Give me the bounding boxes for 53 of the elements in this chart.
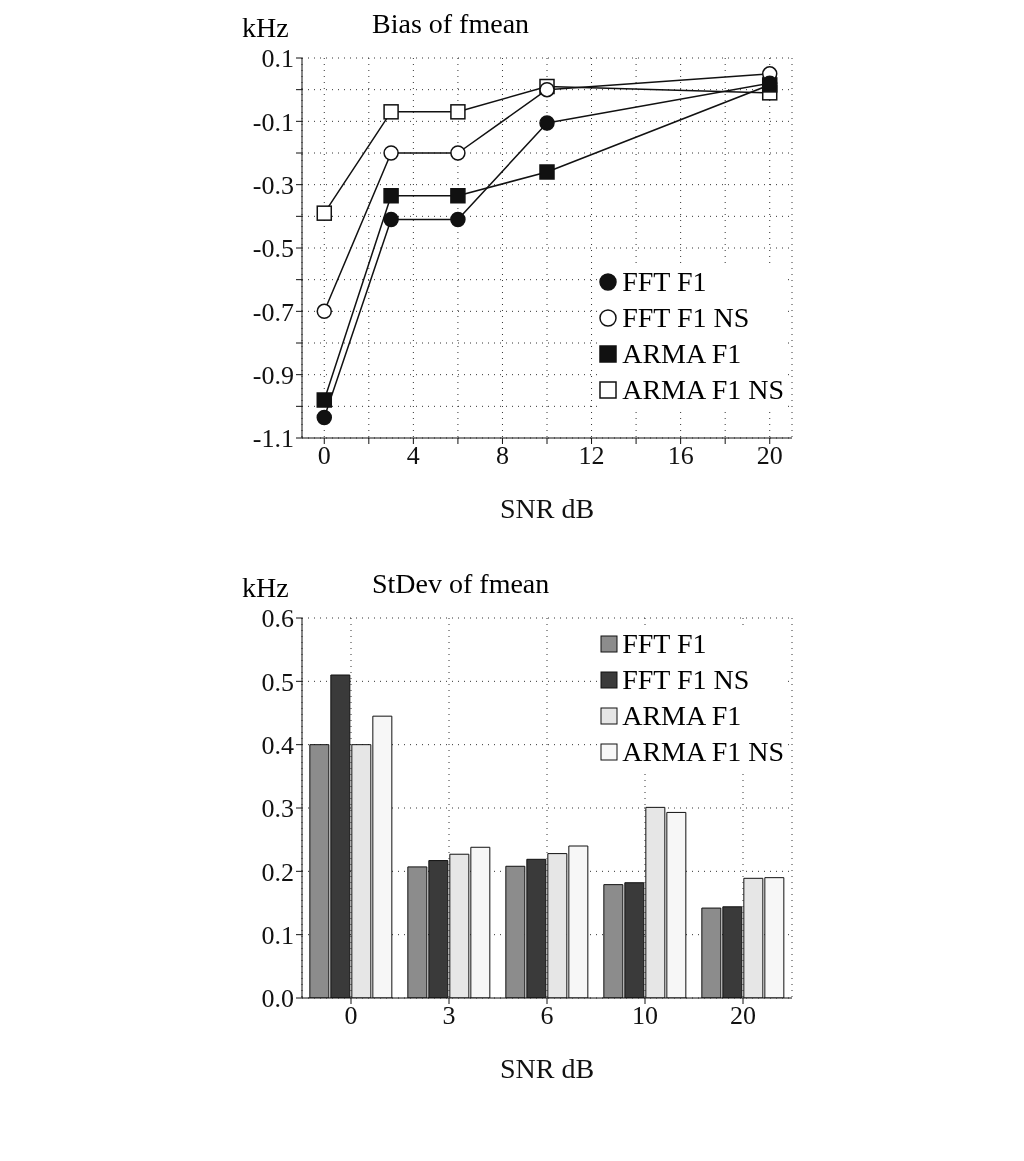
point bbox=[450, 211, 466, 228]
x-tick-label: 20 bbox=[756, 441, 783, 471]
point bbox=[450, 188, 466, 204]
legend-label: FFT F1 NS bbox=[622, 301, 750, 335]
x-tick-label: 10 bbox=[632, 1001, 658, 1031]
point bbox=[316, 303, 333, 320]
chart-title: StDev of fmean bbox=[372, 568, 550, 600]
x-axis-title: SNR dB bbox=[499, 1053, 595, 1084]
y-tick-label: 0.1 bbox=[261, 920, 294, 950]
y-tick-label: -0.1 bbox=[252, 107, 294, 137]
y-tick-label: 0.6 bbox=[261, 604, 294, 634]
y-axis-title: kHz bbox=[242, 12, 289, 44]
y-tick-label: -0.5 bbox=[252, 234, 294, 264]
legend-label: FFT F1 NS bbox=[622, 663, 750, 697]
point bbox=[383, 145, 399, 161]
x-tick-label: 8 bbox=[495, 441, 509, 471]
point bbox=[316, 409, 333, 426]
y-axis-title: kHz bbox=[242, 572, 289, 604]
point bbox=[383, 104, 399, 120]
x-tick-label: 16 bbox=[667, 441, 694, 471]
point bbox=[539, 115, 555, 131]
legend-label: ARMA F1 NS bbox=[622, 735, 784, 769]
point bbox=[383, 211, 399, 228]
y-tick-label: 0.1 bbox=[261, 44, 294, 74]
x-tick-label: 20 bbox=[730, 1001, 756, 1031]
legend-label: ARMA F1 bbox=[622, 337, 742, 371]
legend-label: FFT F1 bbox=[622, 265, 707, 299]
y-tick-label: -0.9 bbox=[252, 360, 294, 390]
chart-title: Bias of fmean bbox=[372, 8, 530, 40]
point bbox=[383, 188, 399, 204]
point bbox=[450, 145, 466, 161]
y-tick-label: -0.7 bbox=[252, 297, 294, 327]
y-tick-label: 0.3 bbox=[261, 794, 294, 824]
y-tick-label: 0.5 bbox=[261, 667, 294, 697]
point bbox=[539, 164, 555, 180]
point bbox=[316, 392, 333, 408]
y-tick-label: 0.2 bbox=[261, 857, 294, 887]
y-tick-label: -0.3 bbox=[252, 170, 294, 200]
point bbox=[450, 104, 466, 120]
x-tick-label: 3 bbox=[442, 1001, 456, 1031]
x-tick-label: 12 bbox=[578, 441, 605, 471]
x-tick-label: 0 bbox=[344, 1001, 358, 1031]
y-tick-label: -1.1 bbox=[252, 424, 294, 454]
legend-label: ARMA F1 NS bbox=[622, 373, 784, 407]
x-tick-label: 6 bbox=[540, 1001, 554, 1031]
x-tick-label: 4 bbox=[406, 441, 420, 471]
y-tick-label: 0.4 bbox=[261, 730, 294, 760]
point bbox=[316, 205, 333, 221]
y-tick-label: 0.0 bbox=[261, 984, 294, 1014]
x-axis-title: SNR dB bbox=[499, 493, 595, 524]
legend-label: ARMA F1 bbox=[622, 699, 742, 733]
x-tick-label: 0 bbox=[317, 441, 331, 471]
legend-label: FFT F1 bbox=[622, 627, 707, 661]
